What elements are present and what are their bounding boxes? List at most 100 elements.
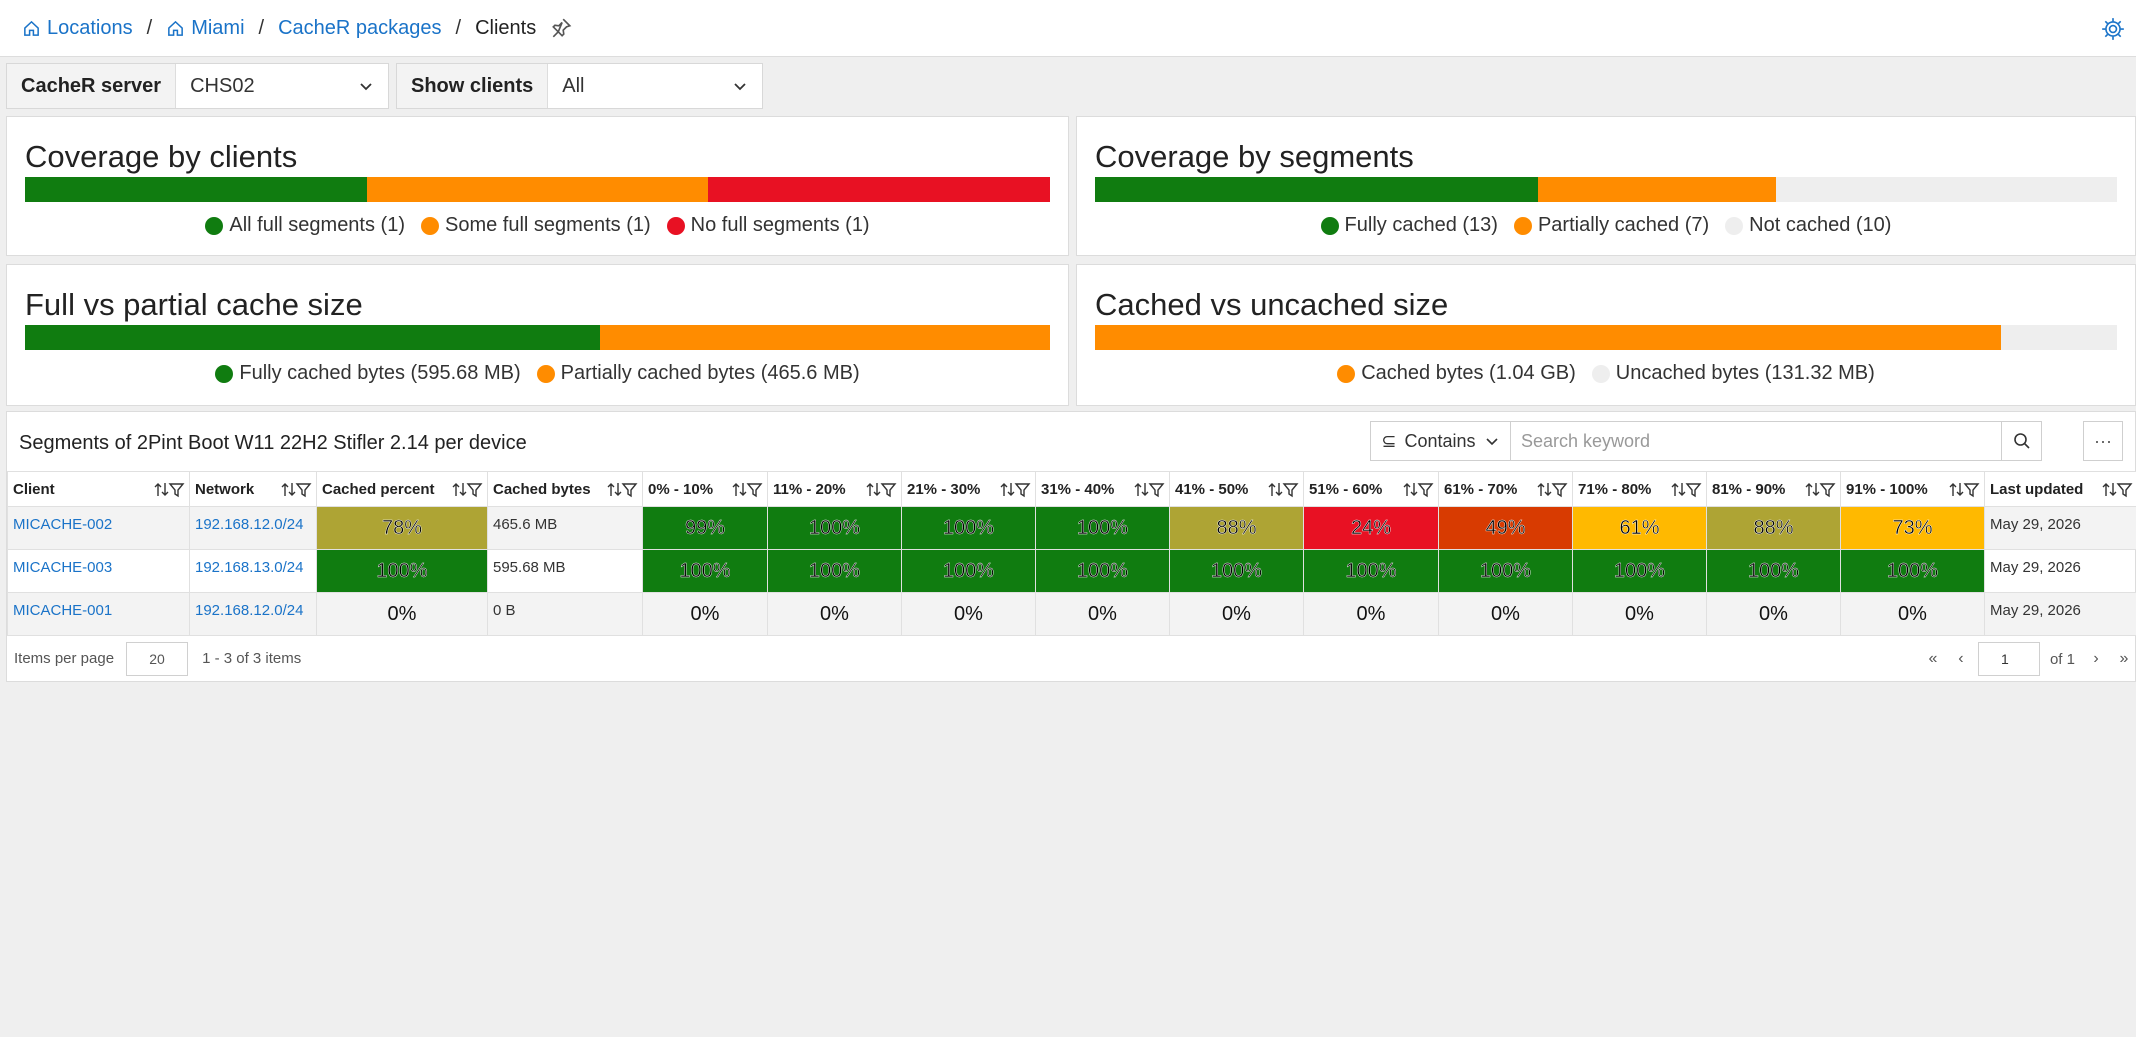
card-title: Cached vs uncached size — [1095, 287, 1449, 322]
network-link[interactable]: 192.168.12.0/24 — [189, 592, 317, 636]
sort-filter-icon[interactable] — [153, 481, 185, 498]
legend-label: Partially cached bytes (465.6 MB) — [560, 362, 860, 384]
segment-percent-cell: 100% — [901, 549, 1036, 593]
column-header-label: Network — [195, 480, 255, 498]
segment-percent-cell: 0% — [642, 592, 768, 636]
breadcrumb-miami[interactable]: Miami — [166, 17, 245, 40]
last-updated-cell: May 29, 2026 — [1984, 592, 2136, 636]
client-link[interactable]: MICACHE-002 — [7, 506, 190, 550]
more-options-button[interactable]: ··· — [2083, 421, 2123, 461]
first-page-icon[interactable]: « — [1928, 650, 1938, 667]
sort-filter-icon[interactable] — [865, 481, 897, 498]
column-header[interactable]: 41% - 50% — [1169, 471, 1304, 507]
previous-page-icon[interactable]: ‹ — [1958, 650, 1964, 667]
sort-filter-icon[interactable] — [280, 481, 312, 498]
sort-filter-icon[interactable] — [1267, 481, 1299, 498]
settings-gear-icon[interactable] — [2100, 16, 2126, 42]
last-updated-cell: May 29, 2026 — [1984, 506, 2136, 550]
breadcrumb-locations[interactable]: Locations — [22, 17, 133, 40]
bar-segment — [2001, 325, 2117, 350]
next-page-icon[interactable]: › — [2093, 650, 2099, 667]
table-header-row: Client Network Cached percent Cached bytes 0… — [7, 471, 2136, 507]
column-header[interactable]: Last updated — [1984, 471, 2136, 507]
column-header-label: 91% - 100% — [1846, 480, 1928, 498]
column-header[interactable]: 51% - 60% — [1303, 471, 1439, 507]
column-header-label: 41% - 50% — [1175, 480, 1249, 498]
segment-percent-cell: 0% — [1840, 592, 1985, 636]
column-header[interactable]: Cached percent — [316, 471, 488, 507]
client-link[interactable]: MICACHE-001 — [7, 592, 190, 636]
table-row[interactable]: MICACHE-001 192.168.12.0/24 0% 0 B 0% 0% 0% 0% 0… — [7, 592, 2136, 636]
sort-filter-icon[interactable] — [1133, 481, 1165, 498]
breadcrumb-clients: Clients — [475, 16, 537, 39]
page-number-input[interactable]: 1 — [1977, 642, 2040, 676]
segment-percent-cell: 100% — [642, 549, 768, 593]
segment-percent-cell: 61% — [1572, 506, 1707, 550]
column-header[interactable]: 11% - 20% — [767, 471, 902, 507]
chart-legend: Cached bytes (1.04 GB) Uncached bytes (13… — [1077, 362, 2135, 385]
search-icon — [2013, 433, 2030, 449]
sort-filter-icon[interactable] — [1948, 481, 1980, 498]
network-link[interactable]: 192.168.12.0/24 — [189, 506, 317, 550]
sort-filter-icon[interactable] — [1402, 481, 1434, 498]
column-header[interactable]: 31% - 40% — [1035, 471, 1170, 507]
cacher-server-label: CacheR server — [7, 64, 177, 108]
legend-item: Fully cached bytes (595.68 MB) — [215, 362, 521, 385]
legend-item: Uncached bytes (131.32 MB) — [1591, 362, 1875, 385]
column-header[interactable]: Client — [7, 471, 190, 507]
legend-dot-icon — [215, 364, 234, 383]
segment-percent-cell: 0% — [1035, 592, 1170, 636]
sort-filter-icon[interactable] — [2101, 481, 2133, 498]
show-clients-dropdown[interactable]: All — [548, 64, 762, 108]
column-header[interactable]: 91% - 100% — [1840, 471, 1985, 507]
breadcrumb-separator: / — [258, 16, 265, 39]
table-row[interactable]: MICACHE-003 192.168.13.0/24 100% 595.68 MB 1… — [7, 549, 2136, 593]
legend-item: No full segments (1) — [666, 214, 870, 237]
network-link[interactable]: 192.168.13.0/24 — [189, 549, 317, 593]
column-header[interactable]: 81% - 90% — [1706, 471, 1841, 507]
items-count: 1 - 3 of 3 items — [202, 650, 302, 667]
search-input[interactable] — [1511, 422, 2001, 460]
sort-filter-icon[interactable] — [1804, 481, 1836, 498]
column-header-label: 11% - 20% — [773, 480, 846, 498]
sort-filter-icon[interactable] — [1670, 481, 1702, 498]
column-header[interactable]: Cached bytes — [487, 471, 643, 507]
sort-filter-icon[interactable] — [606, 481, 638, 498]
items-per-page-input[interactable]: 20 — [126, 641, 189, 676]
bar-segment — [1537, 177, 1777, 202]
segment-percent-cell: 99% — [642, 506, 768, 550]
column-header[interactable]: 61% - 70% — [1438, 471, 1573, 507]
segment-percent-cell: 0% — [1438, 592, 1573, 636]
pin-icon[interactable] — [550, 17, 572, 39]
breadcrumb-cacher-packages[interactable]: CacheR packages — [278, 16, 442, 39]
legend-dot-icon — [536, 364, 555, 383]
legend-item: Cached bytes (1.04 GB) — [1337, 362, 1576, 385]
legend-item: Fully cached (13) — [1320, 214, 1498, 237]
bar-segment — [25, 325, 601, 350]
client-link[interactable]: MICACHE-003 — [7, 549, 190, 593]
sort-filter-icon[interactable] — [731, 481, 763, 498]
legend-label: Some full segments (1) — [445, 214, 651, 236]
show-clients-filter: Show clients All — [396, 63, 763, 109]
segment-percent-cell: 0% — [901, 592, 1036, 636]
bar-segment — [1095, 177, 1538, 202]
column-header[interactable]: 71% - 80% — [1572, 471, 1707, 507]
filter-mode-dropdown[interactable]: ⊆ Contains — [1371, 422, 1511, 460]
column-header[interactable]: 21% - 30% — [901, 471, 1036, 507]
sort-filter-icon[interactable] — [1536, 481, 1568, 498]
column-header[interactable]: Network — [189, 471, 317, 507]
sort-filter-icon[interactable] — [999, 481, 1031, 498]
sort-filter-icon[interactable] — [451, 481, 483, 498]
column-header[interactable]: 0% - 10% — [642, 471, 768, 507]
column-header-label: Last updated — [1990, 480, 2084, 498]
last-page-icon[interactable]: » — [2119, 650, 2129, 667]
cacher-server-dropdown[interactable]: CHS02 — [176, 64, 388, 108]
segments-table: Client Network Cached percent Cached bytes 0… — [7, 471, 2136, 636]
table-row[interactable]: MICACHE-002 192.168.12.0/24 78% 465.6 MB 99%… — [7, 506, 2136, 550]
legend-dot-icon — [1725, 216, 1744, 235]
breadcrumb-separator: / — [455, 16, 462, 39]
bar-segment — [1095, 325, 2002, 350]
search-button[interactable] — [2001, 422, 2041, 460]
stacked-bar — [1095, 177, 2117, 202]
legend-dot-icon — [205, 216, 224, 235]
